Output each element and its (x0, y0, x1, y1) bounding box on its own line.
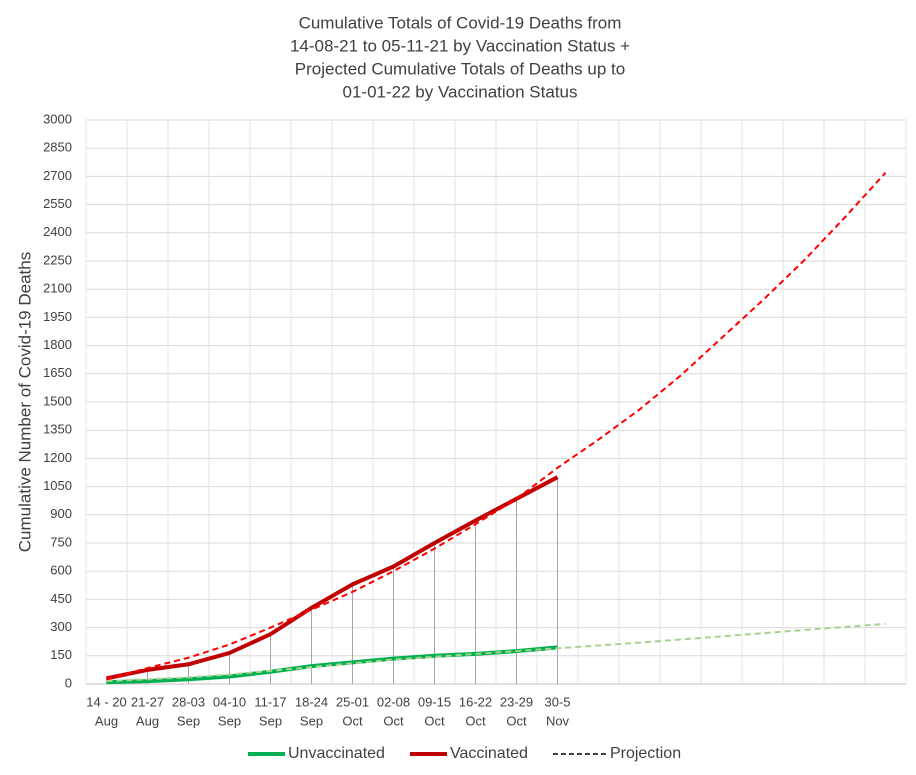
x-tick-label: 14 - 20 (86, 694, 126, 709)
x-tick-label: 28-03 (172, 694, 205, 709)
y-tick-label: 600 (50, 563, 72, 578)
legend-label: Vaccinated (450, 745, 528, 762)
y-tick-label: 2250 (43, 252, 72, 267)
x-tick-label: 23-29 (500, 694, 533, 709)
y-tick-label: 2850 (43, 140, 72, 155)
y-tick-label: 150 (50, 647, 72, 662)
x-tick-label: Sep (177, 713, 200, 728)
projection-line (106, 171, 887, 681)
x-tick-label: Sep (259, 713, 282, 728)
x-tick-label: 18-24 (295, 694, 328, 709)
chart-title: 14-08-21 to 05-11-21 by Vaccination Stat… (290, 36, 630, 55)
x-tick-label: 02-08 (377, 694, 410, 709)
y-tick-label: 1950 (43, 309, 72, 324)
y-tick-label: 450 (50, 591, 72, 606)
y-tick-label: 2400 (43, 224, 72, 239)
x-tick-label: Aug (95, 713, 118, 728)
chart-title: Projected Cumulative Totals of Deaths up… (295, 59, 625, 78)
x-tick-label: 04-10 (213, 694, 246, 709)
x-tick-label: 09-15 (418, 694, 451, 709)
y-tick-label: 1050 (43, 478, 72, 493)
y-tick-label: 1200 (43, 450, 72, 465)
series-line (106, 645, 558, 685)
x-tick-label: Oct (342, 713, 363, 728)
x-tick-label: 16-22 (459, 694, 492, 709)
x-tick-label: Oct (465, 713, 486, 728)
y-tick-label: 300 (50, 619, 72, 634)
y-tick-label: 3000 (43, 111, 72, 126)
projection-line (106, 622, 886, 683)
x-tick-label: Oct (383, 713, 404, 728)
legend-label: Projection (610, 745, 681, 762)
y-tick-label: 0 (65, 675, 72, 690)
legend-label: Unvaccinated (288, 745, 385, 762)
y-tick-label: 900 (50, 506, 72, 521)
x-tick-label: Oct (506, 713, 527, 728)
series-line (106, 475, 559, 681)
y-axis-label: Cumulative Number of Covid-19 Deaths (15, 252, 34, 552)
x-tick-label: Sep (218, 713, 241, 728)
x-tick-label: Sep (300, 713, 323, 728)
y-tick-label: 1350 (43, 422, 72, 437)
x-tick-label: 11-17 (254, 694, 286, 709)
x-tick-label: Nov (546, 713, 570, 728)
y-tick-label: 2550 (43, 196, 72, 211)
x-tick-label: Aug (136, 713, 159, 728)
y-tick-label: 1500 (43, 393, 72, 408)
y-tick-label: 2100 (43, 281, 72, 296)
x-tick-label: Oct (424, 713, 445, 728)
chart-title: Cumulative Totals of Covid-19 Deaths fro… (299, 13, 622, 32)
x-tick-label: 30-5 (544, 694, 570, 709)
y-tick-label: 750 (50, 534, 72, 549)
y-tick-label: 1800 (43, 337, 72, 352)
x-tick-label: 25-01 (336, 694, 369, 709)
chart-title: 01-01-22 by Vaccination Status (343, 82, 578, 101)
y-tick-label: 1650 (43, 365, 72, 380)
y-tick-label: 2700 (43, 168, 72, 183)
x-tick-label: 21-27 (131, 694, 164, 709)
